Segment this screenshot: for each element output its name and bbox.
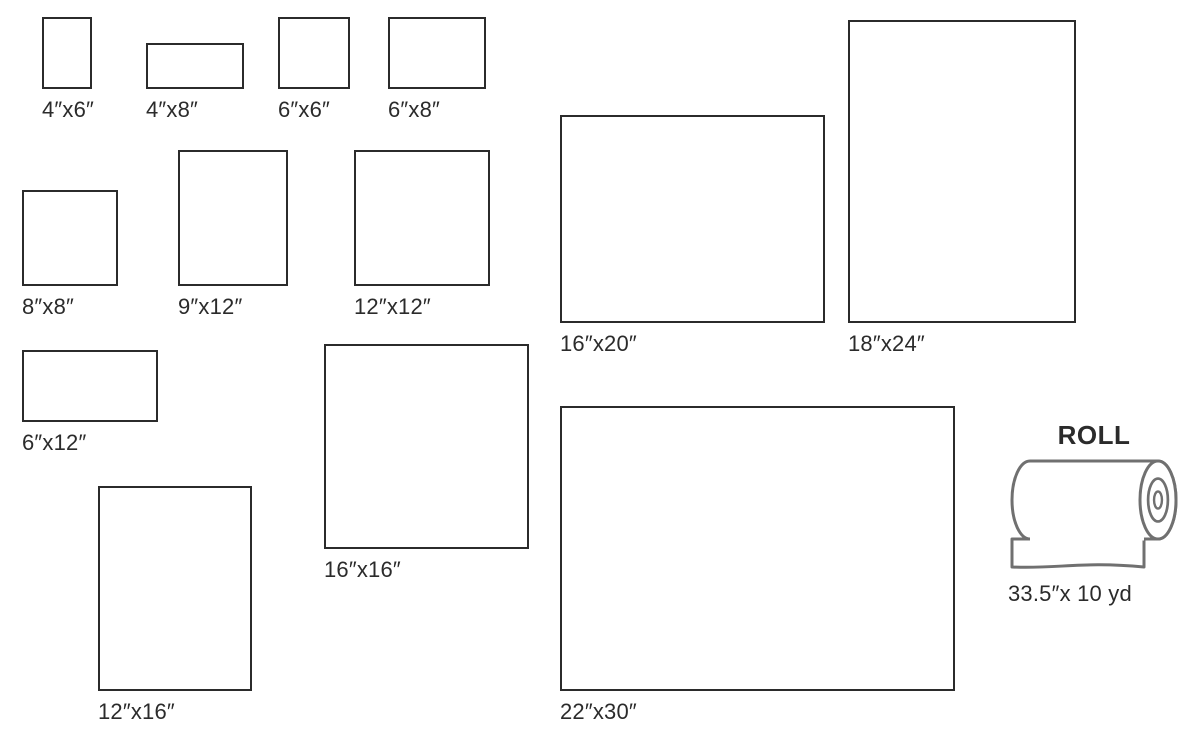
size-rect-s4x6 (42, 17, 92, 89)
size-label-s6x8: 6″x8″ (388, 97, 486, 123)
size-s12x16: 12″x16″ (98, 486, 252, 725)
size-label-s4x8: 4″x8″ (146, 97, 244, 123)
size-chart-canvas: 4″x6″ 4″x8″ 6″x6″ 6″x8″ 8″x8″ 9″x12″ 12″x12″ 16… (0, 0, 1201, 750)
size-rect-s18x24 (848, 20, 1076, 323)
size-label-s8x8: 8″x8″ (22, 294, 118, 320)
size-rect-s4x8 (146, 43, 244, 89)
size-rect-s16x16 (324, 344, 529, 549)
size-rect-s12x16 (98, 486, 252, 691)
size-s12x12: 12″x12″ (354, 150, 490, 320)
size-rect-s9x12 (178, 150, 288, 286)
size-rect-s6x8 (388, 17, 486, 89)
size-s6x12: 6″x12″ (22, 350, 158, 456)
size-s4x6: 4″x6″ (42, 17, 94, 123)
roll-item: ROLL 33.5″x 10 yd (1008, 420, 1180, 607)
roll-icon (1008, 455, 1180, 573)
size-s6x8: 6″x8″ (388, 17, 486, 123)
size-label-s16x20: 16″x20″ (560, 331, 825, 357)
size-label-s18x24: 18″x24″ (848, 331, 1076, 357)
size-s8x8: 8″x8″ (22, 190, 118, 320)
size-rect-s16x20 (560, 115, 825, 323)
size-rect-s22x30 (560, 406, 955, 691)
size-s16x16: 16″x16″ (324, 344, 529, 583)
size-label-s12x12: 12″x12″ (354, 294, 490, 320)
size-rect-s8x8 (22, 190, 118, 286)
size-rect-s6x12 (22, 350, 158, 422)
size-label-s6x12: 6″x12″ (22, 430, 158, 456)
roll-label: 33.5″x 10 yd (1008, 581, 1180, 607)
size-s4x8: 4″x8″ (146, 43, 244, 123)
size-label-s4x6: 4″x6″ (42, 97, 94, 123)
size-s16x20: 16″x20″ (560, 115, 825, 357)
size-s9x12: 9″x12″ (178, 150, 288, 320)
size-label-s16x16: 16″x16″ (324, 557, 529, 583)
size-label-s12x16: 12″x16″ (98, 699, 252, 725)
size-label-s9x12: 9″x12″ (178, 294, 288, 320)
size-label-s6x6: 6″x6″ (278, 97, 350, 123)
size-rect-s6x6 (278, 17, 350, 89)
size-s22x30: 22″x30″ (560, 406, 955, 725)
size-rect-s12x12 (354, 150, 490, 286)
size-label-s22x30: 22″x30″ (560, 699, 955, 725)
roll-title: ROLL (1008, 420, 1180, 451)
size-s18x24: 18″x24″ (848, 20, 1076, 357)
size-s6x6: 6″x6″ (278, 17, 350, 123)
